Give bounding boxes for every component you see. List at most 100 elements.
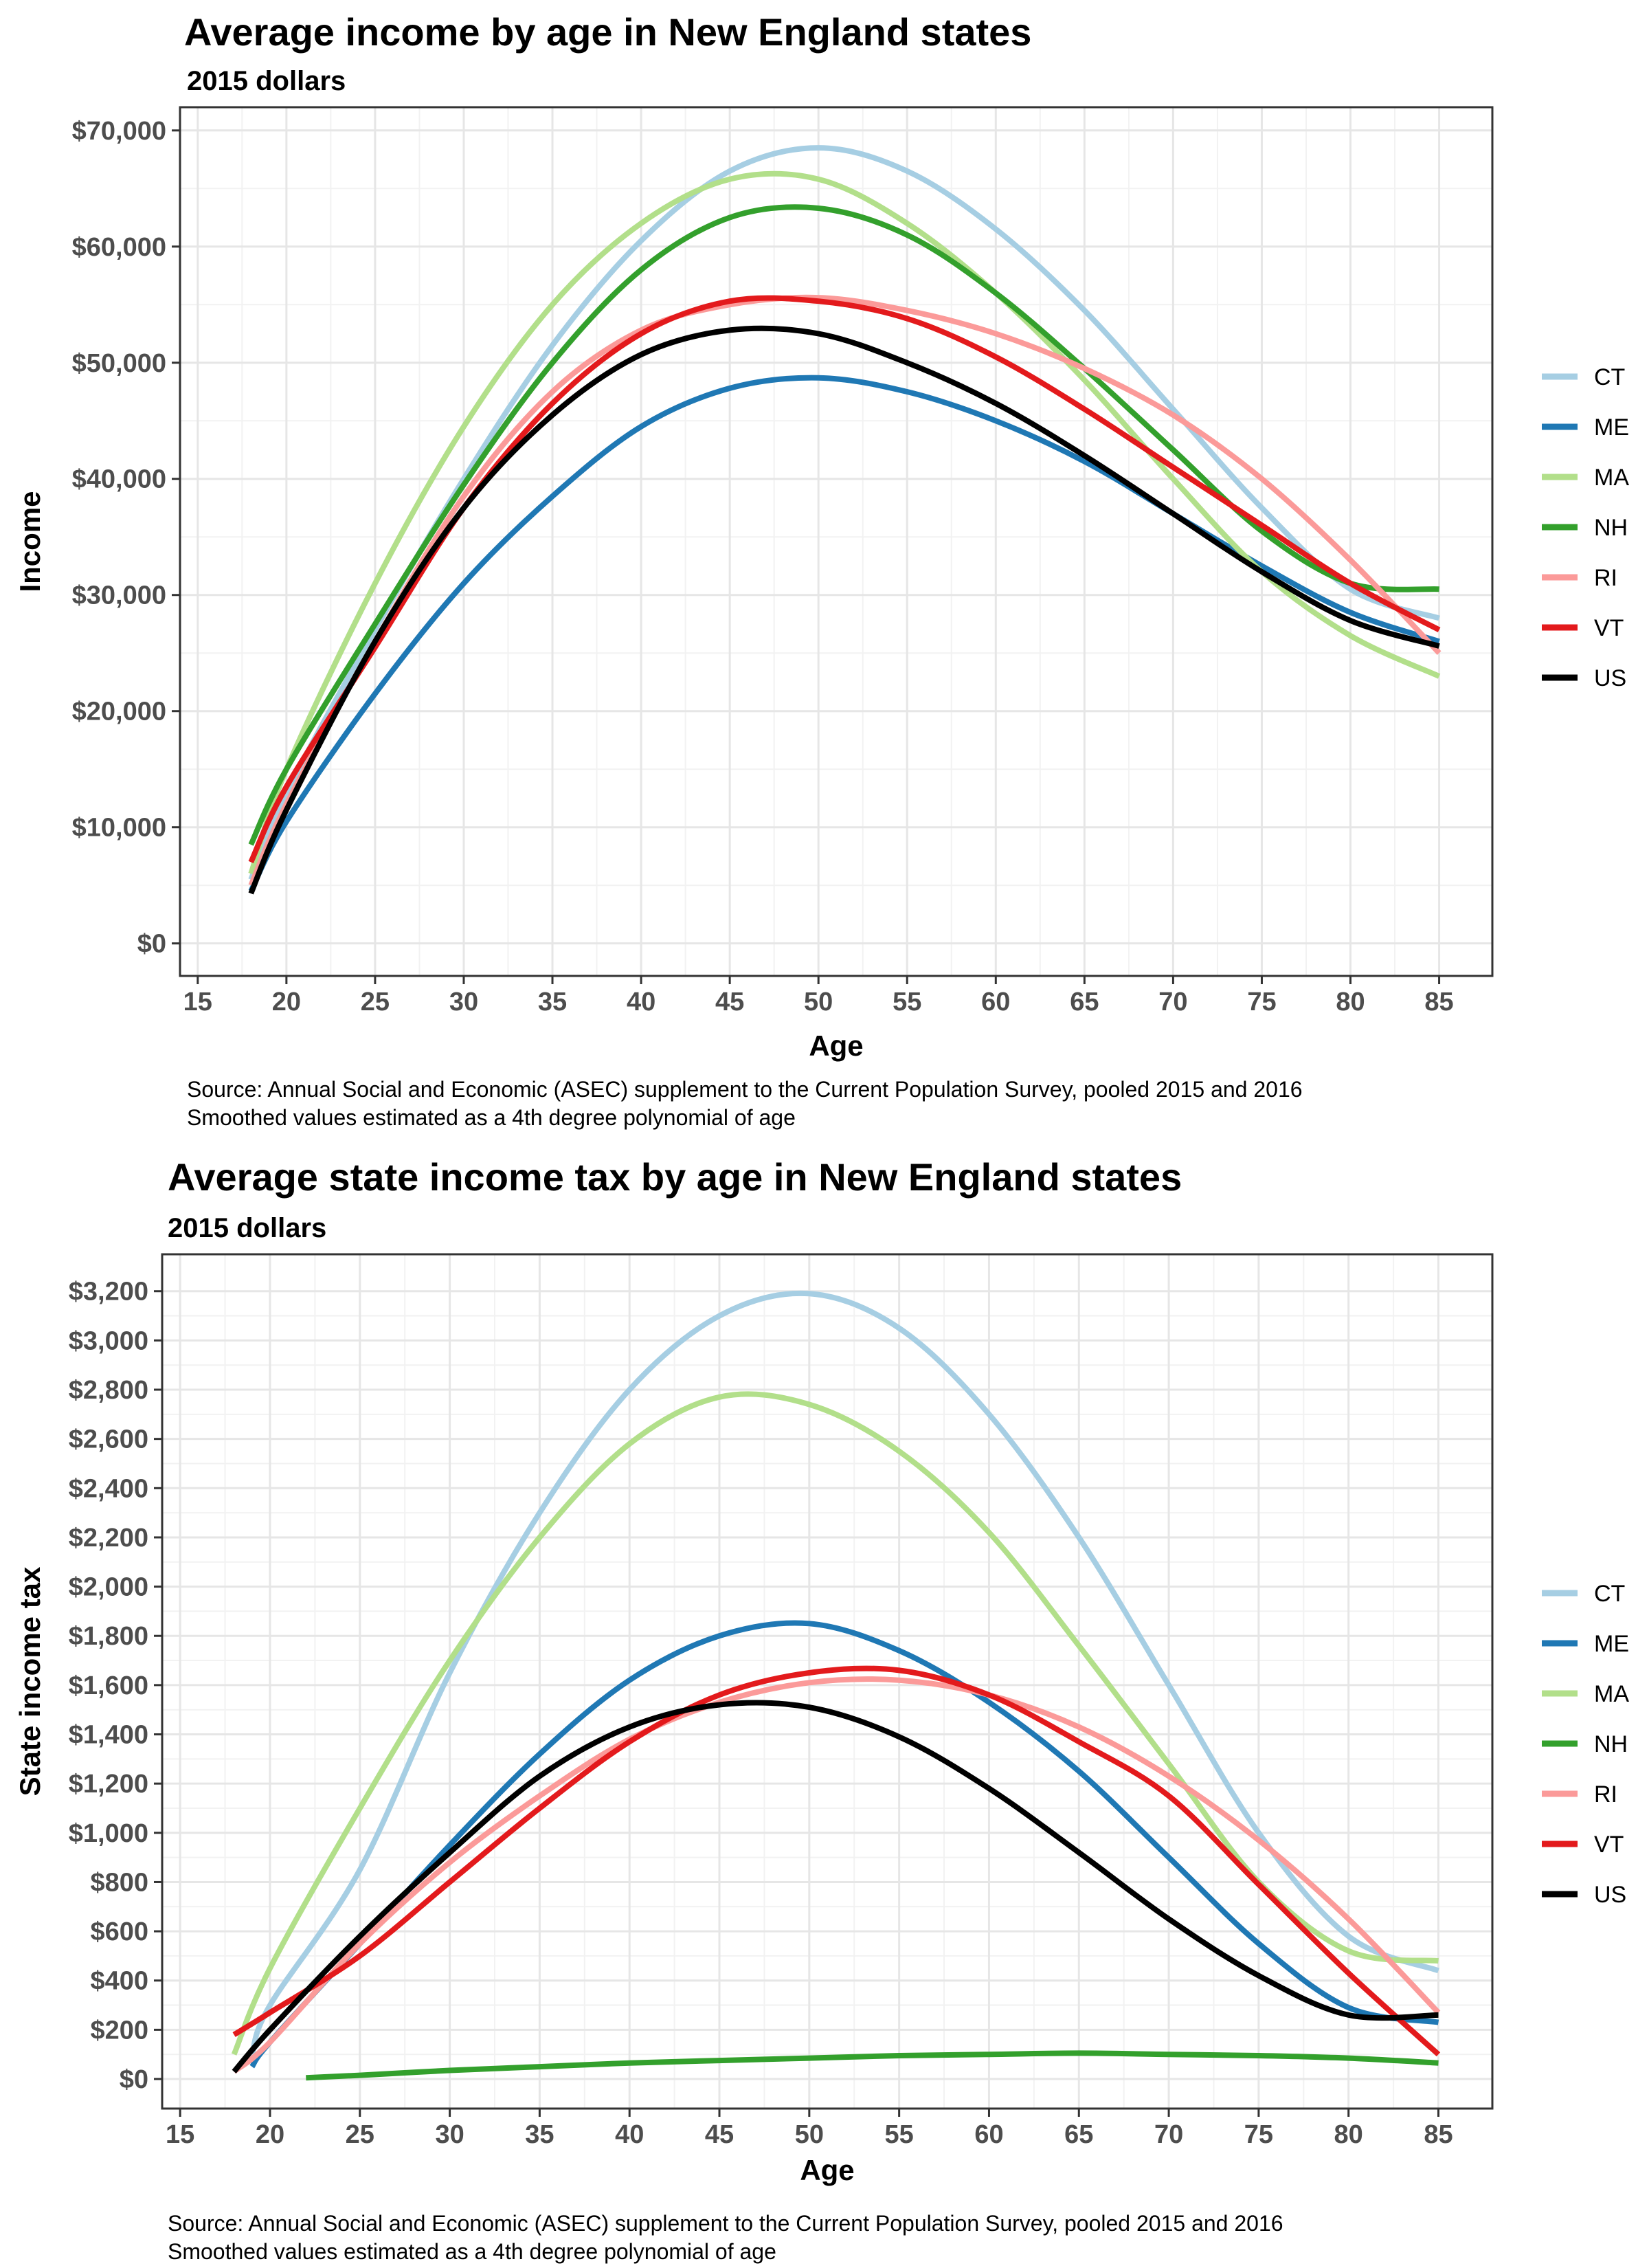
legend-item-us: US bbox=[1542, 665, 1626, 691]
y-tick-label: $0 bbox=[120, 2065, 148, 2094]
legend-item-ct: CT bbox=[1542, 364, 1625, 390]
x-tick-label: 35 bbox=[525, 2120, 554, 2149]
legend-label: NH bbox=[1594, 1731, 1628, 1757]
series-line-ri bbox=[232, 1676, 1441, 2074]
x-tick-label: 35 bbox=[538, 988, 567, 1016]
x-tick-label: 15 bbox=[166, 2120, 194, 2149]
series-lines bbox=[248, 145, 1442, 895]
grid bbox=[180, 107, 1492, 976]
legend-label: US bbox=[1594, 1882, 1626, 1908]
x-tick-label: 40 bbox=[627, 988, 655, 1016]
legend-label: VT bbox=[1594, 615, 1624, 641]
x-tick-label: 65 bbox=[1064, 2120, 1093, 2149]
legend-item-vt: VT bbox=[1542, 615, 1624, 641]
chart-caption: Source: Annual Social and Economic (ASEC… bbox=[187, 1076, 1303, 1132]
x-tick-label: 85 bbox=[1424, 988, 1453, 1016]
x-tick-label: 50 bbox=[804, 988, 833, 1016]
legend: CT ME MA NH RI VT US bbox=[1542, 1581, 1629, 1908]
chart-title: Average income by age in New England sta… bbox=[184, 10, 1032, 54]
legend-label: MA bbox=[1594, 1681, 1629, 1707]
legend-item-vt: VT bbox=[1542, 1832, 1624, 1858]
x-tick-label: 70 bbox=[1154, 2120, 1183, 2149]
y-axis-label: Income bbox=[14, 491, 46, 592]
x-axis-label: Age bbox=[809, 1030, 863, 1062]
y-tick-label: $10,000 bbox=[72, 814, 166, 843]
income-chart-panel: Average income by age in New England sta… bbox=[14, 10, 1629, 1132]
series-line-nh bbox=[306, 2050, 1439, 2081]
y-tick-label: $2,200 bbox=[69, 1524, 148, 1553]
y-tick-label: $30,000 bbox=[72, 581, 166, 610]
legend-item-me: ME bbox=[1542, 414, 1629, 441]
y-tick-label: $200 bbox=[90, 2016, 148, 2045]
x-tick-label: 50 bbox=[795, 2120, 824, 2149]
y-tick-label: $400 bbox=[90, 1967, 148, 1996]
y-tick-label: $800 bbox=[90, 1868, 148, 1897]
legend-label: ME bbox=[1594, 1631, 1629, 1657]
legend-item-nh: NH bbox=[1542, 515, 1628, 541]
y-tick-label: $0 bbox=[137, 930, 166, 959]
x-tick-label: 75 bbox=[1244, 2120, 1273, 2149]
x-tick-label: 55 bbox=[893, 988, 921, 1016]
x-tick-label: 45 bbox=[705, 2120, 734, 2149]
caption-note: Smoothed values estimated as a 4th degre… bbox=[187, 1105, 796, 1130]
y-tick-label: $2,400 bbox=[69, 1474, 148, 1503]
x-tick-label: 25 bbox=[346, 2120, 374, 2149]
series-lines bbox=[231, 1290, 1441, 2081]
series-line-ma bbox=[231, 1391, 1439, 2056]
y-tick-label: $1,000 bbox=[69, 1819, 148, 1848]
y-tick-label: $2,000 bbox=[69, 1573, 148, 1602]
x-tick-label: 30 bbox=[449, 988, 478, 1016]
y-tick-label: $600 bbox=[90, 1917, 148, 1946]
x-tick-label: 70 bbox=[1158, 988, 1187, 1016]
series-line-us bbox=[232, 1700, 1439, 2074]
x-tick-label: 65 bbox=[1070, 988, 1099, 1016]
legend-label: MA bbox=[1594, 465, 1629, 491]
y-axis-label: State income tax bbox=[14, 1566, 46, 1796]
legend-item-ri: RI bbox=[1542, 1781, 1617, 1808]
legend-item-us: US bbox=[1542, 1882, 1626, 1908]
caption-note: Smoothed values estimated as a 4th degre… bbox=[168, 2239, 776, 2264]
x-tick-label: 20 bbox=[256, 2120, 284, 2149]
x-tick-label: 45 bbox=[715, 988, 744, 1016]
y-tick-label: $1,400 bbox=[69, 1721, 148, 1750]
chart-title: Average state income tax by age in New E… bbox=[168, 1155, 1182, 1199]
plot-border bbox=[179, 106, 1494, 977]
income-chart: 15 20 25 30 35 40 45 50 55 60 65 70 75 80 85 $0 $10,000 $… bbox=[14, 106, 1629, 1062]
y-tick-label: $2,800 bbox=[69, 1376, 148, 1405]
series-line-ct bbox=[249, 1290, 1439, 2056]
x-tick-label: 20 bbox=[272, 988, 301, 1016]
legend-label: RI bbox=[1594, 565, 1617, 591]
legend-label: VT bbox=[1594, 1832, 1624, 1858]
legend-item-me: ME bbox=[1542, 1631, 1629, 1657]
legend: CT ME MA NH RI VT US bbox=[1542, 364, 1629, 691]
x-tick-label: 80 bbox=[1336, 988, 1365, 1016]
y-tick-label: $40,000 bbox=[72, 465, 166, 494]
y-tick-label: $60,000 bbox=[72, 233, 166, 262]
legend-label: ME bbox=[1594, 414, 1629, 441]
x-tick-label: 85 bbox=[1424, 2120, 1452, 2149]
tax-chart-panel: Average state income tax by age in New E… bbox=[0, 1134, 1649, 2268]
tax-chart: 15 20 25 30 35 40 45 50 55 60 65 70 75 80 85 $0 $200 $400… bbox=[14, 1253, 1629, 2186]
caption-source: Source: Annual Social and Economic (ASEC… bbox=[187, 1077, 1303, 1102]
y-tick-label: $2,600 bbox=[69, 1425, 148, 1454]
x-tick-label: 15 bbox=[183, 988, 212, 1016]
legend-label: CT bbox=[1594, 364, 1625, 390]
chart-subtitle: 2015 dollars bbox=[168, 1213, 327, 1243]
y-tick-label: $1,800 bbox=[69, 1622, 148, 1651]
y-tick-label: $50,000 bbox=[72, 349, 166, 378]
legend-label: NH bbox=[1594, 515, 1628, 541]
legend-item-ma: MA bbox=[1542, 465, 1629, 491]
legend-item-ct: CT bbox=[1542, 1581, 1625, 1607]
x-tick-label: 55 bbox=[885, 2120, 914, 2149]
series-line-us bbox=[248, 325, 1440, 895]
legend-item-ri: RI bbox=[1542, 565, 1617, 591]
x-tick-label: 40 bbox=[615, 2120, 644, 2149]
legend-item-ma: MA bbox=[1542, 1681, 1629, 1707]
chart-caption: Source: Annual Social and Economic (ASEC… bbox=[168, 2210, 1283, 2266]
legend-label: RI bbox=[1594, 1781, 1617, 1808]
legend-label: US bbox=[1594, 665, 1626, 691]
x-tick-label: 80 bbox=[1334, 2120, 1363, 2149]
caption-source: Source: Annual Social and Economic (ASEC… bbox=[168, 2211, 1283, 2236]
series-line-ma bbox=[248, 170, 1441, 875]
x-axis-label: Age bbox=[800, 2154, 854, 2186]
